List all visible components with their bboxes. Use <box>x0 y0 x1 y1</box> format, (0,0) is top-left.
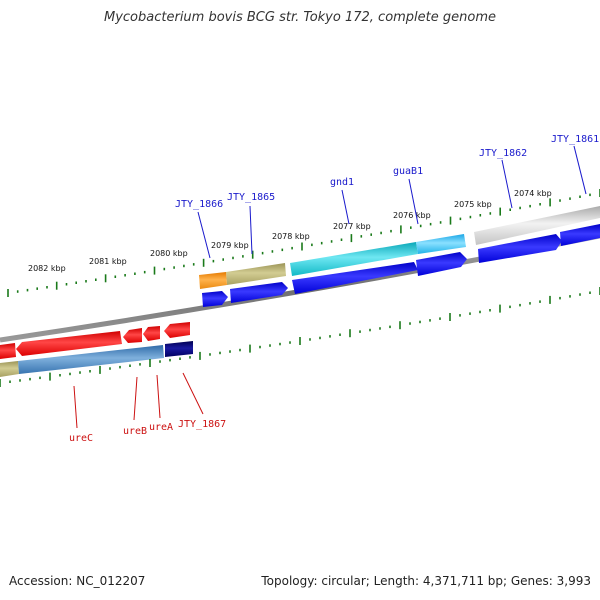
leader-line <box>156 374 161 419</box>
feature-band-skyblue <box>416 234 466 254</box>
reverse-gene-labels: ureC ureB ureA JTY_1867 <box>69 419 226 444</box>
gene-arrow-gnd1 <box>292 262 418 294</box>
feature-band-navy <box>165 341 193 357</box>
gene-arrow-jty1865 <box>230 282 288 303</box>
gene-label: JTY_1865 <box>227 192 275 203</box>
gene-arrow-guab1 <box>416 252 467 276</box>
topology-text: Topology: circular; Length: 4,371,711 bp… <box>261 574 591 588</box>
gene-label: JTY_1861 <box>551 134 599 145</box>
scale-label: 2081 kbp <box>89 257 127 266</box>
reverse-feature-band <box>0 341 193 377</box>
genome-title: Mycobacterium bovis BCG str. Tokyo 172, … <box>104 10 496 25</box>
leader-line <box>341 189 350 225</box>
forward-label-leaders <box>197 145 587 259</box>
gene-arrow-ureb <box>123 328 142 343</box>
scale-label: 2079 kbp <box>211 241 249 250</box>
scale-label: 2077 kbp <box>333 222 371 231</box>
scale-labels: 2082 kbp 2081 kbp 2080 kbp 2079 kbp 2078… <box>28 189 552 273</box>
forward-feature-band <box>199 206 600 289</box>
gene-arrow-jty1867 <box>164 322 190 338</box>
leader-line <box>133 376 138 421</box>
gene-arrow-urec <box>16 331 122 356</box>
scale-label: 2080 kbp <box>150 249 188 258</box>
feature-band-cyan <box>290 242 418 276</box>
gene-label: ureC <box>69 433 93 444</box>
gene-label: JTY_1866 <box>175 199 223 210</box>
feature-band-khaki <box>226 263 286 285</box>
leader-line <box>197 211 211 259</box>
forward-gene-arrows <box>202 224 600 307</box>
gene-arrow-urea <box>143 326 160 341</box>
gene-arrow-partial-left <box>0 343 16 359</box>
feature-band-khaki-left <box>0 361 19 377</box>
reverse-label-leaders <box>73 372 204 429</box>
scale-label: 2074 kbp <box>514 189 552 198</box>
leader-line <box>182 372 204 415</box>
gene-label: JTY_1867 <box>178 419 226 430</box>
gene-label: guaB1 <box>393 166 423 177</box>
leader-line <box>573 145 587 195</box>
accession-text: Accession: NC_012207 <box>9 574 146 588</box>
gene-label: ureB <box>123 426 147 437</box>
scale-label: 2078 kbp <box>272 232 310 241</box>
gene-label: ureA <box>149 422 173 433</box>
feature-band-grey <box>474 206 600 245</box>
gene-arrow-jty1861 <box>560 224 600 246</box>
scale-ticks-outer <box>7 189 600 297</box>
leader-line <box>249 205 253 255</box>
feature-band-steel <box>18 345 164 374</box>
gene-label: gnd1 <box>330 177 354 188</box>
forward-gene-labels: JTY_1866 JTY_1865 gnd1 guaB1 JTY_1862 JT… <box>175 134 599 210</box>
gene-label: JTY_1862 <box>479 148 527 159</box>
feature-band-orange <box>199 272 227 289</box>
leader-line <box>73 385 78 429</box>
scale-label: 2076 kbp <box>393 211 431 220</box>
gene-arrow-jty1866 <box>202 291 228 307</box>
gene-arrow-jty1862 <box>478 234 562 263</box>
reverse-gene-arrows <box>0 322 190 359</box>
leader-line <box>501 159 513 209</box>
leader-line <box>408 178 419 225</box>
scale-ticks-inner <box>0 287 600 387</box>
scale-label: 2075 kbp <box>454 200 492 209</box>
scale-label: 2082 kbp <box>28 264 66 273</box>
